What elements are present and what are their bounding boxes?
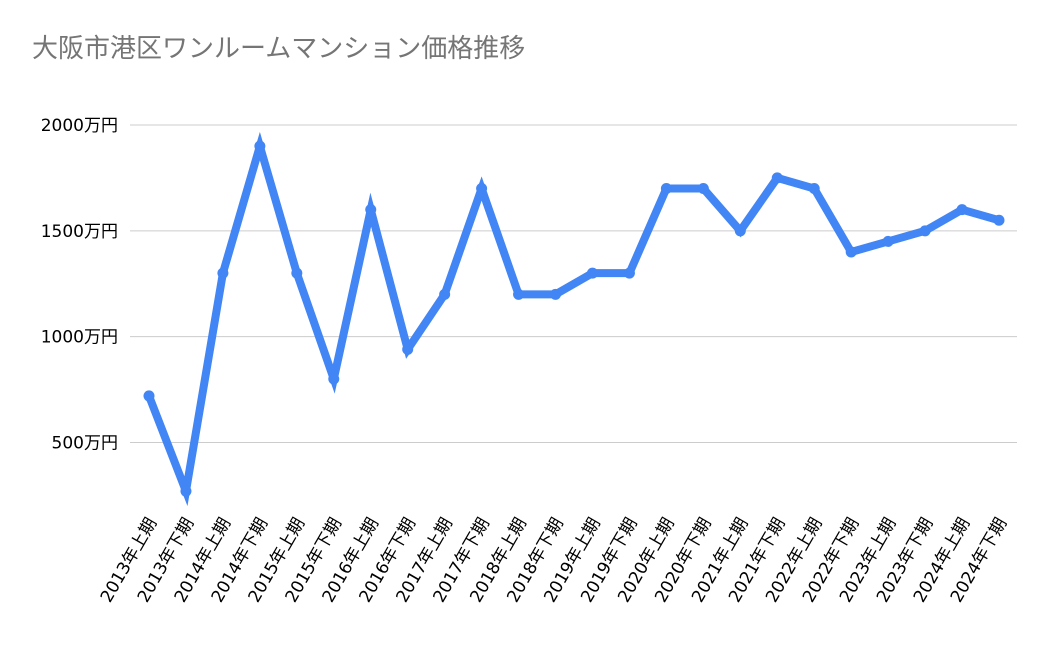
y-tick-label: 1000万円 [41,328,118,348]
series-layer [143,131,1005,507]
data-point [291,267,303,279]
data-point [365,204,377,216]
gridlines [130,124,1017,443]
chart-title: 大阪市港区ワンルームマンション価格推移 [32,34,525,64]
data-point [956,204,968,216]
data-point [254,140,266,152]
y-axis-tick-labels: 500万円 1000万円 1500万円 2000万円 [41,116,118,454]
data-point [734,225,746,237]
y-tick-label: 500万円 [52,434,118,454]
data-point [623,267,635,279]
data-point [697,183,709,194]
data-point [882,235,894,247]
series-line [145,131,1003,507]
data-point [328,373,340,385]
data-point [476,183,488,194]
data-point [808,183,820,194]
data-point [845,246,857,258]
data-point [660,183,672,194]
data-point [586,267,598,279]
data-point [993,214,1005,226]
y-tick-label: 1500万円 [41,222,118,242]
x-axis-tick-labels: 2013年上期2013年下期2014年上期2014年下期2015年上期2015年… [97,514,1011,606]
y-tick-label: 2000万円 [41,116,118,136]
data-point [771,172,783,184]
data-point [919,225,931,237]
data-point [217,267,229,279]
data-point [513,288,525,300]
data-point [402,343,414,355]
data-point [180,485,192,497]
data-point [439,288,451,300]
data-point [143,390,155,402]
data-point [550,288,562,300]
